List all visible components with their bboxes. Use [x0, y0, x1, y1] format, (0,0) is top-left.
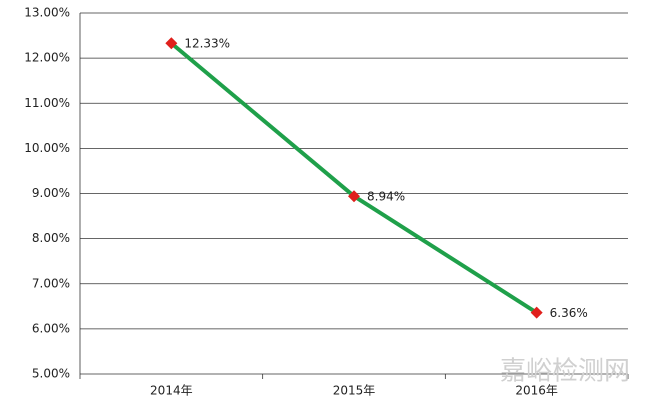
value-label: 6.36% [550, 306, 588, 320]
x-tick-label: 2015年 [333, 384, 376, 398]
x-tick-label: 2014年 [150, 384, 193, 398]
marker [348, 190, 360, 203]
x-tick-label: 2016年 [515, 384, 558, 398]
y-tick-label: 11.00% [24, 96, 70, 110]
watermark: 嘉峪检测网 [500, 357, 630, 387]
y-tick-label: 5.00% [32, 367, 70, 381]
y-tick-label: 6.00% [32, 321, 70, 335]
y-tick-label: 9.00% [32, 186, 70, 200]
y-tick-label: 12.00% [24, 51, 70, 65]
marker [165, 37, 178, 50]
y-tick-label: 8.00% [32, 231, 70, 245]
line [170, 41, 538, 315]
value-label: 12.33% [184, 37, 230, 51]
y-tick-label: 13.00% [24, 6, 70, 20]
y-tick-label: 10.00% [24, 141, 70, 155]
y-tick-label: 7.00% [32, 276, 70, 290]
marker [530, 306, 543, 319]
value-label: 8.94% [367, 190, 405, 204]
